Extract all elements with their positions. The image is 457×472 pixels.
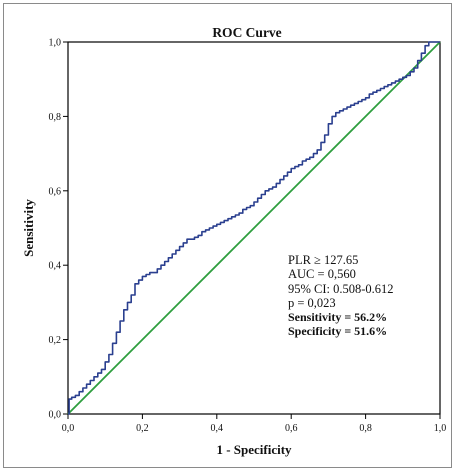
annotation-line: p = 0,023 [288, 296, 336, 310]
annotation-line: 95% CI: 0.508-0.612 [288, 282, 394, 296]
reference-diagonal-line [67, 41, 441, 415]
annotation-line: Sensitivity = 56.2% [288, 310, 387, 324]
y-tick-label: 0,6 [49, 186, 62, 197]
chart-title: ROC Curve [212, 25, 281, 40]
x-tick-label: 0,2 [136, 423, 149, 434]
y-tick-label: 0,8 [49, 112, 62, 123]
y-tick-label: 0,2 [49, 335, 62, 346]
annotation-line: Specificity = 51.6% [288, 324, 387, 338]
x-axis: 0,0 0,2 0,4 0,6 0,8 1,0 [62, 414, 447, 434]
y-tick-label: 0,4 [49, 261, 62, 272]
x-tick-label: 0,6 [285, 423, 298, 434]
y-axis-label: Sensitivity [21, 199, 36, 257]
y-tick-label: 0,0 [49, 410, 62, 421]
annotation-line: AUC = 0,560 [288, 267, 356, 281]
x-tick-label: 0,8 [359, 423, 372, 434]
y-axis: 0,0 0,2 0,4 0,6 0,8 1,0 [49, 38, 68, 421]
x-tick-label: 1,0 [434, 423, 447, 434]
series-layer [67, 41, 441, 415]
annotation-line: PLR ≥ 127.65 [288, 253, 358, 267]
x-tick-label: 0,4 [211, 423, 224, 434]
x-axis-label: 1 - Specificity [216, 442, 292, 457]
x-tick-label: 0,0 [62, 423, 75, 434]
roc-curve-line [68, 41, 440, 415]
y-tick-label: 1,0 [49, 38, 62, 49]
